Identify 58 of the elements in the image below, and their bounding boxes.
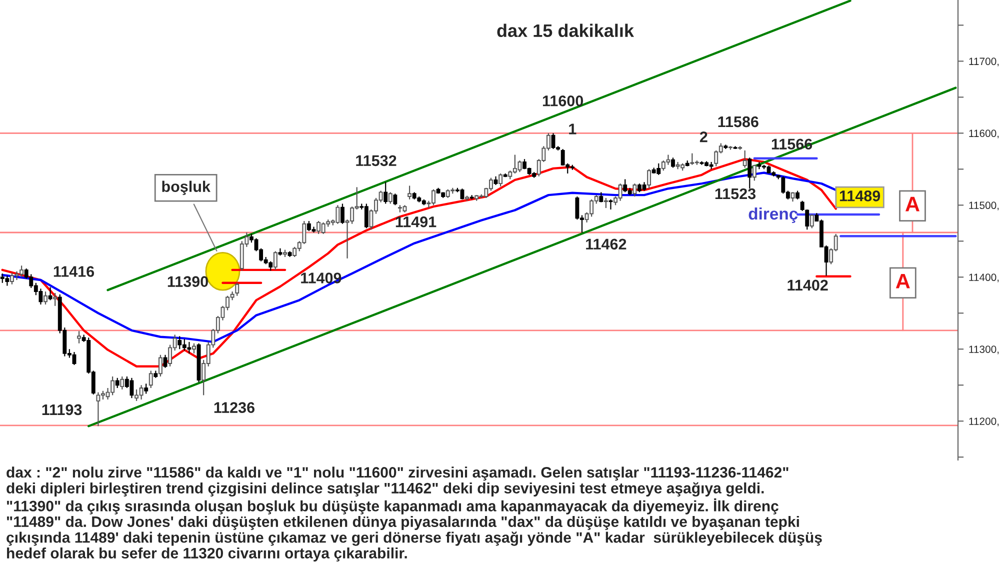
annotation: 11566 [772, 138, 812, 150]
annotation: 11523 [715, 188, 756, 200]
annotation: 11600 [542, 96, 584, 106]
annotation: 1 [569, 124, 576, 134]
candlestick [340, 203, 344, 224]
candlestick [408, 185, 412, 200]
annotation: direnç [748, 207, 798, 223]
candlestick [604, 197, 608, 209]
annotation: 11491 [396, 216, 436, 228]
candlestick [608, 198, 613, 210]
candlestick [273, 250, 278, 270]
candlestick [192, 342, 196, 354]
candlestick [790, 192, 795, 202]
candlestick [393, 193, 398, 206]
annotation: 11236 [214, 402, 255, 413]
candlestick [748, 157, 752, 190]
annotation: A [896, 274, 910, 288]
candlestick [48, 286, 52, 301]
candlestick [77, 330, 82, 344]
annotation: 11416 [54, 266, 94, 277]
annotation: A [905, 196, 920, 212]
candlestick [388, 192, 392, 204]
annotation: 11390 [168, 276, 208, 288]
y-tick-label: 11500, [969, 202, 999, 210]
y-tick-label: 11700, [969, 58, 999, 66]
candlestick [632, 183, 637, 198]
candlestick [498, 172, 503, 187]
candlestick [235, 282, 240, 296]
y-tick-label: 11200, [969, 418, 999, 426]
candlestick [53, 292, 58, 306]
text: dax 15 dakikalık [497, 24, 634, 38]
annotation: 11532 [356, 155, 396, 166]
annotation: 11193 [42, 404, 82, 416]
annotation: 2 [700, 131, 708, 142]
candlestick [120, 376, 124, 390]
candlestick [115, 377, 120, 389]
candlestick [384, 182, 388, 204]
annotation: 11409 [301, 272, 342, 284]
annotation: 11402 [788, 280, 828, 291]
candlestick [158, 354, 162, 378]
candlestick [44, 290, 48, 306]
candlestick [742, 150, 747, 168]
candlestick [671, 157, 675, 168]
candlestick [647, 168, 652, 190]
y-tick-label: 11300, [969, 346, 999, 354]
candlestick [148, 370, 153, 389]
candlestick [163, 354, 168, 368]
text: dax : "2" nolu zirve "11586" da kaldı ve "1" nolu "11600" zirvesini aşamadı. Gelen satışlar "11193-11236-11462" deki dipleri birleştiren trend çizgisini delince satışlar "11462" deki dip seviyesini test etmeye aşağıya geldi. "11390" da çıkış sırasında oluşan boşluk bu düşüşte kapanmadı ama kapanmayacak da diyemeyiz. İlk direnç "11489" da. Dow Jones' daki düşüşten etkilenen dünya piyasalarında "dax" da düşüşe katıldı ve byaşanan tepki çıkışında 11489' daki tepenin üstüne çıkamaz ve geri dönerse fiyatı aşağı yönde "A" kadar sürükleyebilecek düşüş hedef olarak bu sefer de 11320 civarını ortaya çıkarabilir. [6, 466, 822, 562]
y-tick-label: 11400, [969, 274, 999, 282]
annotation: 11462 [586, 238, 626, 250]
candlestick [752, 164, 756, 182]
annotation: boşluk [162, 180, 210, 195]
annotation: 11586 [718, 116, 758, 128]
candlestick [810, 214, 814, 229]
annotation: 11489 [840, 190, 880, 202]
candlestick [144, 383, 148, 394]
y-tick-label: 11600, [969, 130, 999, 138]
candlestick [599, 192, 604, 203]
